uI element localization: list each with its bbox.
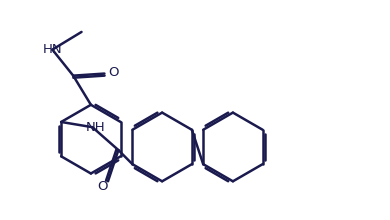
Text: O: O [98,180,108,193]
Text: NH: NH [86,121,105,134]
Text: O: O [108,66,119,79]
Text: HN: HN [43,43,62,56]
